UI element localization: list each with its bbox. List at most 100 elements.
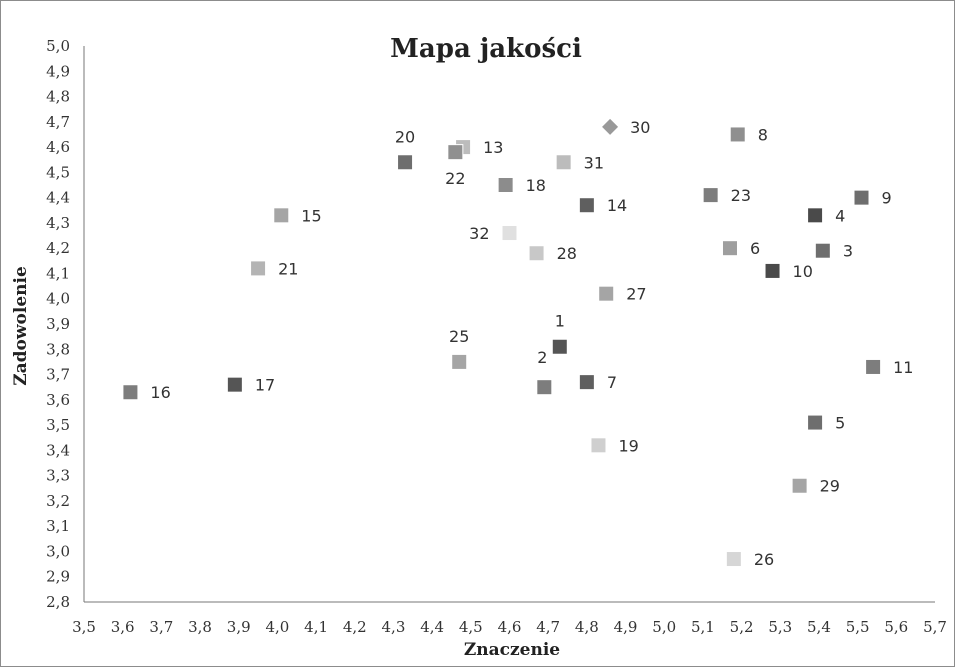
- data-point-15: [273, 207, 290, 224]
- x-tick-label: 4,5: [459, 618, 483, 636]
- data-label-25: 25: [449, 327, 469, 346]
- data-label-1: 1: [555, 312, 565, 331]
- x-tick-label: 4,7: [536, 618, 560, 636]
- data-point-16: [122, 384, 139, 401]
- data-point-14: [578, 197, 595, 214]
- data-point-2: [536, 379, 553, 396]
- y-tick-label: 4,5: [46, 163, 70, 181]
- y-tick-label: 4,4: [46, 189, 70, 207]
- data-label-32: 32: [469, 224, 489, 243]
- x-tick-label: 4,4: [420, 618, 444, 636]
- x-tick-label: 4,8: [575, 618, 599, 636]
- y-tick-label: 3,8: [46, 340, 70, 358]
- x-tick-label: 5,7: [923, 618, 947, 636]
- data-point-18: [497, 177, 514, 193]
- y-tick-label: 3,2: [46, 492, 70, 510]
- x-tick-label: 4,1: [304, 618, 328, 636]
- data-label-3: 3: [843, 242, 853, 261]
- x-tick-label: 4,3: [382, 618, 406, 636]
- x-tick-label: 3,8: [188, 618, 212, 636]
- data-label-10: 10: [793, 262, 813, 281]
- data-label-17: 17: [255, 376, 275, 395]
- data-label-21: 21: [278, 259, 298, 278]
- data-point-9: [853, 189, 870, 206]
- data-label-2: 2: [537, 348, 547, 367]
- data-point-20: [397, 154, 414, 171]
- data-label-9: 9: [882, 189, 892, 208]
- data-point-30: [602, 118, 619, 135]
- data-point-19: [590, 437, 607, 454]
- y-tick-label: 4,9: [46, 62, 70, 80]
- data-point-7: [578, 374, 595, 391]
- data-point-3: [814, 242, 831, 259]
- y-tick-label: 4,0: [46, 290, 70, 308]
- x-tick-label: 5,3: [768, 618, 792, 636]
- y-tick-label: 3,0: [46, 542, 70, 560]
- y-tick-label: 4,3: [46, 214, 70, 232]
- data-point-10: [764, 262, 781, 279]
- data-label-16: 16: [150, 383, 170, 402]
- data-label-15: 15: [301, 206, 321, 225]
- data-label-29: 29: [820, 477, 840, 496]
- x-tick-label: 5,5: [846, 618, 870, 636]
- y-tick-label: 3,5: [46, 416, 70, 434]
- data-label-20: 20: [395, 127, 415, 146]
- x-tick-label: 3,9: [227, 618, 251, 636]
- x-tick-label: 3,6: [111, 618, 135, 636]
- data-label-14: 14: [607, 196, 627, 215]
- data-label-19: 19: [618, 436, 638, 455]
- data-label-5: 5: [835, 414, 845, 433]
- data-point-17: [226, 376, 243, 393]
- y-tick-label: 4,1: [46, 264, 70, 282]
- data-label-6: 6: [750, 239, 760, 258]
- x-tick-label: 5,4: [807, 618, 831, 636]
- data-point-27: [598, 285, 615, 302]
- data-label-27: 27: [626, 285, 646, 304]
- data-label-7: 7: [607, 373, 617, 392]
- y-tick-label: 4,6: [46, 138, 70, 156]
- y-tick-label: 3,6: [46, 391, 70, 409]
- data-label-11: 11: [893, 358, 913, 377]
- data-point-21: [250, 260, 267, 277]
- data-label-30: 30: [630, 118, 650, 137]
- y-tick-label: 4,8: [46, 88, 70, 106]
- y-tick-label: 2,9: [46, 568, 70, 586]
- y-tick-label: 3,9: [46, 315, 70, 333]
- y-tick-label: 3,4: [46, 441, 70, 459]
- data-label-4: 4: [835, 206, 845, 225]
- data-point-26: [725, 551, 742, 568]
- data-point-23: [702, 187, 719, 204]
- x-tick-label: 5,0: [652, 618, 676, 636]
- data-points: [122, 118, 882, 568]
- y-tick-label: 2,8: [46, 593, 70, 611]
- data-point-32: [501, 225, 518, 242]
- y-tick-label: 3,1: [46, 517, 70, 535]
- y-tick-label: 4,2: [46, 239, 70, 257]
- data-label-8: 8: [758, 125, 768, 144]
- x-tick-label: 5,6: [884, 618, 908, 636]
- data-point-5: [807, 414, 824, 431]
- data-point-4: [807, 207, 824, 224]
- x-tick-label: 4,0: [265, 618, 289, 636]
- y-axis-title: Zadowolenie: [11, 266, 31, 386]
- data-point-28: [528, 245, 545, 262]
- data-label-18: 18: [526, 176, 546, 195]
- data-label-22: 22: [445, 169, 465, 188]
- data-point-29: [791, 477, 808, 494]
- x-tick-label: 4,2: [343, 618, 367, 636]
- data-label-23: 23: [731, 186, 751, 205]
- data-point-8: [729, 126, 746, 143]
- data-label-13: 13: [483, 138, 503, 157]
- data-point-22: [447, 144, 464, 161]
- x-tick-label: 3,7: [149, 618, 173, 636]
- x-axis-title: Znaczenie: [464, 640, 560, 660]
- data-point-25: [451, 353, 468, 370]
- data-label-28: 28: [557, 244, 577, 263]
- y-tick-labels: 2,8 2,9 3,0 3,1 3,2 3,3 3,4 3,5 3,6 3,7 3,8 3,9 4,0 4…: [46, 37, 70, 611]
- chart-title: Mapa jakości: [390, 34, 582, 64]
- x-tick-label: 3,5: [72, 618, 96, 636]
- y-tick-label: 3,7: [46, 366, 70, 384]
